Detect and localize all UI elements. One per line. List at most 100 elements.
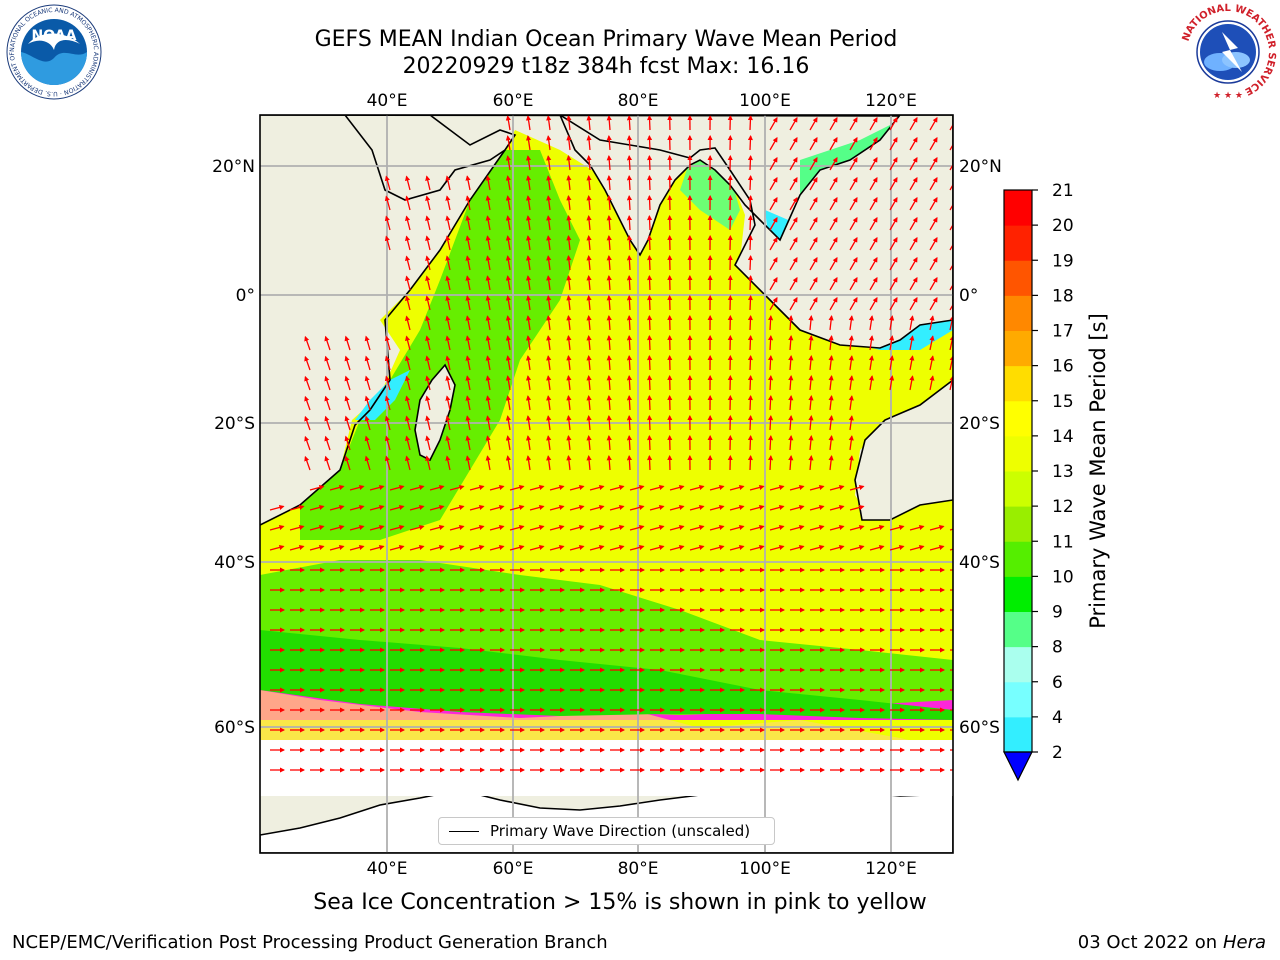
- wave-arrow: [505, 135, 511, 151]
- lat-tick-labels-left: 20°N 0° 20°S 40°S 60°S: [212, 157, 255, 738]
- wave-arrow: [626, 134, 632, 151]
- wave-arrow: [809, 504, 825, 511]
- wave-arrow: [546, 315, 552, 331]
- colorbar-segment: [1004, 190, 1032, 226]
- wave-arrow: [809, 176, 818, 191]
- wave-arrow: [485, 215, 491, 231]
- wave-arrow: [566, 255, 572, 271]
- wave-arrow: [465, 255, 471, 271]
- wave-arrow: [747, 254, 754, 271]
- wave-arrow: [649, 544, 665, 551]
- wave-arrow: [269, 544, 285, 551]
- wave-arrow: [566, 175, 572, 191]
- wave-arrow: [747, 174, 754, 191]
- wave-arrow: [529, 484, 545, 491]
- colorbar-segment: [1004, 611, 1032, 648]
- wave-arrow: [768, 394, 774, 411]
- wave-arrow: [586, 115, 592, 131]
- wave-arrow: [429, 544, 445, 551]
- wave-arrow: [646, 314, 653, 331]
- wave-arrow: [649, 524, 665, 531]
- wave-arrow: [425, 195, 431, 211]
- lon-tick-top: 100°E: [739, 91, 791, 111]
- wave-arrow: [324, 375, 331, 391]
- wave-arrow: [809, 236, 818, 251]
- wave-arrow: [509, 544, 525, 551]
- wave-arrow: [324, 335, 331, 351]
- wave-arrow: [949, 156, 953, 171]
- wave-arrow: [646, 154, 653, 171]
- wave-arrow: [505, 315, 511, 331]
- colorbar-tick-label: 6: [1052, 673, 1063, 693]
- wave-arrow: [909, 355, 915, 371]
- wave-arrow: [789, 216, 798, 231]
- wave-arrow: [469, 544, 485, 551]
- wave-arrow: [425, 395, 431, 411]
- wave-arrow: [747, 394, 754, 411]
- wave-arrow: [868, 335, 875, 351]
- wave-arrow: [669, 484, 685, 491]
- colorbar-segment: [1004, 716, 1032, 753]
- wave-arrow: [546, 215, 552, 231]
- wave-arrow: [929, 176, 938, 191]
- wave-arrow: [606, 415, 612, 431]
- wave-arrow: [848, 315, 854, 331]
- wave-arrow: [849, 216, 858, 231]
- wave-arrow: [546, 135, 552, 151]
- wave-arrow: [929, 236, 938, 251]
- wave-arrow: [384, 175, 391, 191]
- wave-arrow: [369, 524, 385, 531]
- wave-arrow: [789, 296, 798, 311]
- colorbar-segment: [1004, 646, 1032, 683]
- wave-arrow: [747, 334, 754, 351]
- lon-tick-labels-top: 40°E 60°E 80°E 100°E 120°E: [367, 91, 917, 111]
- wave-arrow: [309, 504, 325, 511]
- wave-arrow: [789, 156, 798, 171]
- wave-arrow: [729, 504, 745, 511]
- wave-arrow: [289, 504, 305, 511]
- chart-subtitle-forecast: 20220929 t18z 384h fcst Max: 16.16: [402, 54, 810, 79]
- wave-arrow: [304, 375, 311, 391]
- wave-arrow: [809, 196, 818, 211]
- wave-arrow: [829, 504, 845, 511]
- wave-arrow: [465, 395, 471, 411]
- wave-arrow: [586, 295, 592, 311]
- wave-arrow: [809, 256, 818, 271]
- wave-arrow: [849, 296, 858, 311]
- wave-arrow: [505, 215, 511, 231]
- noaa-logo-icon: NATIONAL OCEANIC AND ATMOSPHERIC ADMINIS…: [6, 4, 102, 100]
- wave-arrow: [646, 214, 653, 231]
- wave-arrow: [405, 295, 411, 311]
- wave-arrow: [445, 335, 451, 351]
- wave-arrow: [525, 155, 532, 171]
- lat-tick-right: 0°: [959, 286, 978, 306]
- lat-tick-labels-right: 20°N 0° 20°S 40°S 60°S: [959, 157, 1002, 738]
- wave-arrow: [606, 435, 612, 451]
- wave-arrow: [405, 335, 411, 351]
- wave-arrow: [405, 175, 411, 191]
- wave-arrow: [626, 294, 632, 311]
- wave-arrow: [909, 296, 918, 311]
- wave-arrow: [749, 504, 765, 511]
- wave-arrow: [606, 255, 612, 271]
- wave-arrow: [626, 214, 632, 231]
- wave-arrow: [789, 276, 798, 291]
- wave-arrow: [485, 255, 491, 271]
- wave-arrow: [509, 484, 525, 491]
- wave-arrow: [566, 375, 572, 391]
- wave-arrow: [445, 215, 451, 231]
- wave-arrow: [409, 484, 425, 491]
- wave-arrow: [546, 115, 552, 131]
- wave-arrow: [909, 524, 925, 531]
- wave-arrow: [709, 544, 725, 551]
- wave-arrow: [586, 175, 592, 191]
- lat-tick-right: 40°S: [959, 553, 1000, 573]
- lat-tick-right: 60°S: [959, 718, 1000, 738]
- wave-arrow: [649, 484, 665, 491]
- wave-arrow: [269, 524, 285, 531]
- wave-arrow: [505, 415, 511, 431]
- wave-arrow: [465, 275, 471, 291]
- lat-tick-right: 20°N: [959, 157, 1002, 177]
- wave-arrow: [566, 395, 572, 411]
